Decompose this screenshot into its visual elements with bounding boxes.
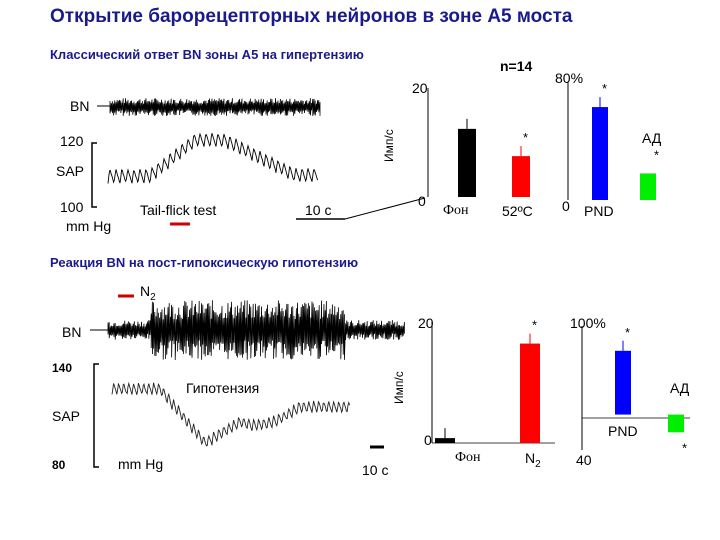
panel1-sap-scale-bracket xyxy=(91,142,97,208)
panel2-time-scale: 10 c xyxy=(362,462,389,478)
panel1-cat-pnd: PND xyxy=(584,203,614,219)
panel2-bn-trace xyxy=(107,300,405,361)
panel1-bn-trace xyxy=(109,98,321,117)
panel1-sap-label: SAP xyxy=(56,163,85,179)
panel1-imp-zero: 0 xyxy=(418,193,426,209)
panel2-pct-max: 100% xyxy=(570,315,606,331)
panel1-cat-temp: 52ºC xyxy=(502,203,533,219)
panel2-pct-min: 40 xyxy=(576,452,592,468)
panel1-pct-zero: 0 xyxy=(562,198,570,214)
panel2-sap-scale-bracket xyxy=(93,363,99,468)
chart3-bar-1 xyxy=(435,438,455,443)
panel2-sap-low: 80 xyxy=(52,458,66,472)
panel2-cat-bg: Фон xyxy=(455,450,481,465)
panel1-sap-trace xyxy=(107,132,319,184)
panel2-cat-pnd: PND xyxy=(608,423,638,439)
chart-bars: * * * * * * xyxy=(435,81,687,455)
panel2-event-label: Гипотензия xyxy=(186,380,260,396)
panel1-units: mm Hg xyxy=(66,218,112,234)
chart1-bar-1 xyxy=(458,128,476,197)
panel1-stimulus-label: Tail-flick test xyxy=(140,202,217,218)
panel1-subtitle: Классический ответ BN зоны А5 на гиперте… xyxy=(50,47,364,62)
panel1-connector-line xyxy=(344,197,426,220)
panel2-sap-label: SAP xyxy=(52,408,81,424)
panel2-ad-label: АД xyxy=(670,380,690,396)
panel1-time-scale: 10 c xyxy=(305,202,332,218)
chart3-significance-star-2: * xyxy=(532,318,537,333)
panel1-pct-max: 80% xyxy=(555,70,584,86)
panel1-bn-label: BN xyxy=(70,98,90,114)
n2-letter: N xyxy=(140,283,151,299)
chart1-bar-2 xyxy=(512,156,530,197)
panel2-bn-label: BN xyxy=(62,324,82,340)
chart4-significance-star-2: * xyxy=(682,440,687,455)
chart4-significance-star-1: * xyxy=(625,325,630,340)
panel1-sap-low: 100 xyxy=(60,199,84,215)
chart2-significance-star-2: * xyxy=(654,147,659,162)
chart4-bar-1 xyxy=(615,350,631,415)
cat-n2-letter: N xyxy=(525,450,536,466)
panel1-imp-max: 20 xyxy=(412,80,428,96)
chart2-significance-star-1: * xyxy=(602,81,607,96)
panel2-n2-label: N2 xyxy=(140,283,156,303)
chart2-bar-1 xyxy=(592,107,608,200)
panel2-units: mm Hg xyxy=(118,456,164,472)
n2-subscript: 2 xyxy=(150,291,156,303)
panel2-cat-n2: N2 xyxy=(525,450,541,470)
panel1-cat-bg: Фон xyxy=(443,203,469,218)
panel2-imp-max: 20 xyxy=(418,315,434,331)
panel1-n-label: n=14 xyxy=(500,58,533,74)
page-title: Открытие барорецепторных нейронов в зоне… xyxy=(50,6,573,27)
panel1-sap-high: 120 xyxy=(60,133,84,149)
chart1-significance-star-2: * xyxy=(523,130,528,145)
panel1-ad-label: АД xyxy=(642,130,662,146)
panel2-subtitle: Реакция BN на пост-гипоксическую гипотен… xyxy=(50,255,359,270)
panel2-imp-zero: 0 xyxy=(424,432,432,448)
chart4-bar-2 xyxy=(668,414,684,433)
panel2-sap-high: 140 xyxy=(52,361,73,375)
panel2-sap-trace xyxy=(111,381,351,447)
chart2-bar-2 xyxy=(640,173,656,200)
chart3-bar-2 xyxy=(520,343,540,443)
cat-n2-subscript: 2 xyxy=(535,458,541,470)
